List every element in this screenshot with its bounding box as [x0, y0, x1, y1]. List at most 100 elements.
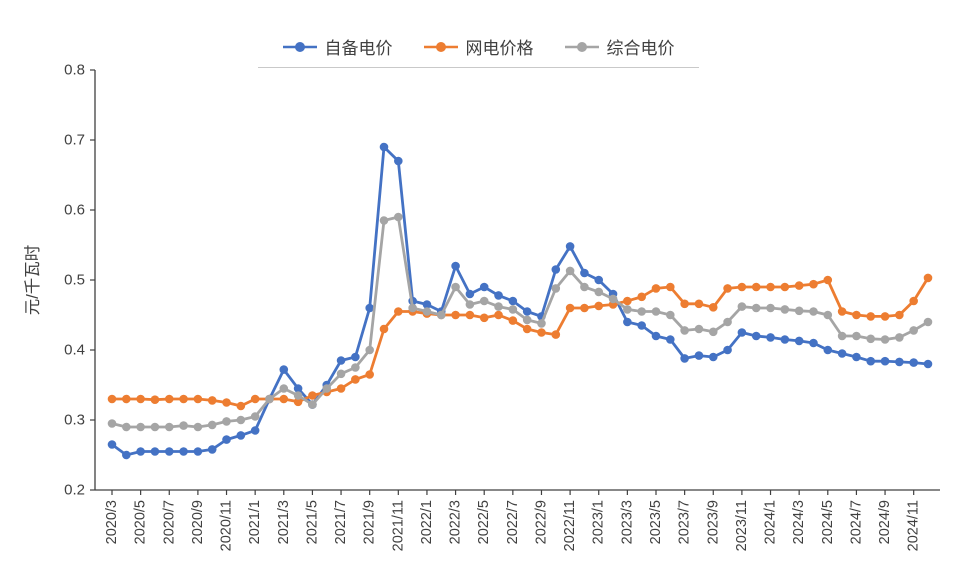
- data-point: [222, 435, 231, 444]
- data-point: [308, 391, 317, 400]
- x-tick-label: 2022/9: [533, 500, 549, 544]
- data-point: [580, 303, 589, 313]
- data-point: [265, 394, 274, 404]
- data-point: [250, 412, 260, 421]
- data-point: [465, 310, 475, 320]
- data-point: [823, 275, 833, 285]
- data-point: [222, 398, 231, 407]
- data-point: [708, 303, 718, 312]
- data-point: [923, 273, 933, 283]
- data-point: [823, 310, 833, 320]
- x-tick-label: 2024/1: [763, 500, 779, 544]
- data-point: [794, 281, 804, 290]
- data-point: [422, 307, 432, 316]
- x-tick-label: 2023/5: [648, 500, 664, 544]
- data-point: [594, 301, 604, 311]
- data-point: [122, 450, 131, 460]
- data-point: [279, 384, 289, 393]
- data-point: [193, 394, 203, 404]
- data-point: [666, 310, 675, 320]
- legend-item-wangdian: 网电价格: [423, 34, 534, 59]
- data-point: [780, 305, 790, 314]
- data-point: [293, 384, 303, 393]
- data-point: [379, 216, 389, 225]
- data-point: [394, 307, 403, 316]
- data-point: [479, 296, 489, 306]
- data-point: [551, 330, 561, 339]
- x-tick-label: 2024/3: [791, 500, 807, 544]
- data-point: [451, 282, 460, 292]
- data-point: [923, 317, 933, 327]
- data-point: [336, 369, 346, 379]
- data-point: [236, 415, 246, 425]
- data-point: [150, 395, 160, 405]
- data-point: [408, 303, 417, 313]
- data-point: [193, 447, 203, 456]
- data-point: [594, 275, 604, 285]
- data-point: [107, 394, 117, 404]
- data-point: [451, 310, 460, 320]
- data-point: [651, 331, 661, 341]
- data-point: [651, 307, 661, 316]
- data-point: [179, 421, 188, 430]
- data-point: [637, 292, 646, 302]
- data-point: [708, 352, 718, 362]
- line-marker-icon: [282, 41, 317, 52]
- data-point: [522, 315, 532, 325]
- data-point: [809, 338, 818, 348]
- x-tick-label: 2020/7: [161, 500, 177, 544]
- data-point: [766, 333, 775, 342]
- legend-label: 自备电价: [324, 39, 393, 58]
- data-point: [565, 242, 575, 251]
- data-point: [164, 394, 174, 404]
- data-point: [837, 331, 847, 341]
- data-point: [150, 447, 160, 456]
- data-point: [737, 302, 747, 311]
- data-point: [164, 447, 174, 456]
- data-point: [107, 419, 117, 428]
- data-point: [837, 307, 847, 316]
- legend-box: 自备电价 网电价格 综合电价: [257, 34, 699, 68]
- data-point: [494, 310, 503, 320]
- data-point: [150, 422, 160, 432]
- data-point: [293, 397, 303, 407]
- y-axis-title: 元/千瓦时: [23, 245, 42, 316]
- data-point: [465, 300, 475, 309]
- data-point: [751, 331, 761, 341]
- data-point: [537, 328, 546, 337]
- data-point: [551, 284, 561, 293]
- data-point: [852, 352, 861, 362]
- legend-label: 综合电价: [606, 39, 675, 58]
- data-point: [279, 365, 289, 374]
- x-tick-label: 2023/1: [591, 500, 607, 544]
- x-tick-label: 2022/11: [562, 500, 578, 551]
- y-tick-label: 0.6: [64, 202, 85, 219]
- line-marker-icon: [564, 41, 599, 52]
- x-tick-label: 2021/5: [304, 500, 320, 544]
- x-tick-label: 2020/5: [133, 500, 149, 544]
- data-point: [436, 310, 446, 320]
- x-tick-label: 2021/1: [247, 500, 263, 544]
- x-tick-label: 2024/9: [877, 500, 893, 544]
- data-point: [250, 394, 260, 404]
- data-point: [379, 142, 389, 152]
- data-point: [308, 400, 317, 409]
- data-point: [723, 345, 732, 355]
- data-point: [207, 396, 217, 405]
- x-tick-label: 2023/3: [619, 500, 635, 544]
- data-point: [451, 261, 460, 271]
- data-point: [708, 327, 718, 337]
- data-point: [880, 335, 890, 344]
- data-point: [623, 296, 632, 306]
- data-point: [136, 447, 145, 456]
- data-point: [852, 331, 861, 341]
- data-point: [594, 287, 604, 297]
- data-point: [909, 296, 918, 306]
- x-tick-label: 2022/5: [476, 500, 492, 544]
- x-tick-label: 2023/9: [705, 500, 721, 544]
- data-point: [207, 420, 217, 430]
- data-point: [723, 284, 732, 293]
- data-point: [394, 156, 403, 166]
- data-point: [866, 356, 876, 366]
